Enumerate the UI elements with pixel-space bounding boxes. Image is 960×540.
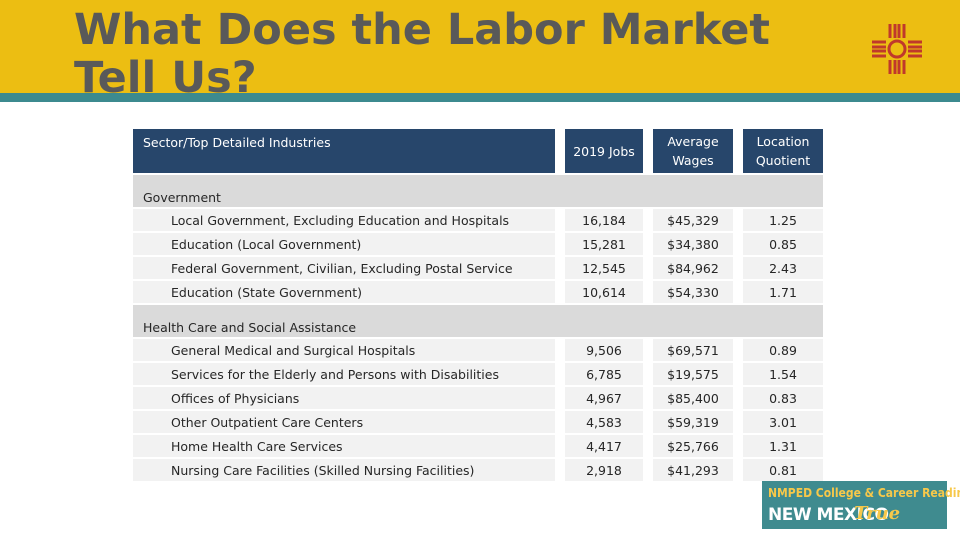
slide-title: What Does the Labor Market Tell Us? xyxy=(74,5,770,103)
lq-value: 1.71 xyxy=(743,281,823,303)
jobs-value: 12,545 xyxy=(565,257,643,279)
wages-value: $85,400 xyxy=(653,387,733,409)
table-header-row: Sector/Top Detailed Industries 2019 Jobs… xyxy=(133,129,823,173)
jobs-value: 9,506 xyxy=(565,339,643,361)
jobs-value: 4,417 xyxy=(565,435,643,457)
wages-value: $25,766 xyxy=(653,435,733,457)
wages-value: $34,380 xyxy=(653,233,733,255)
lq-value: 1.25 xyxy=(743,209,823,231)
industry-name: Education (Local Government) xyxy=(133,233,555,255)
lq-value: 2.43 xyxy=(743,257,823,279)
jobs-value: 10,614 xyxy=(565,281,643,303)
lq-value: 0.89 xyxy=(743,339,823,361)
industry-name: Nursing Care Facilities (Skilled Nursing… xyxy=(133,459,555,481)
lq-value: 0.85 xyxy=(743,233,823,255)
table-row: Services for the Elderly and Persons wit… xyxy=(133,363,823,385)
jobs-value: 15,281 xyxy=(565,233,643,255)
lq-value: 3.01 xyxy=(743,411,823,433)
badge-tagline: NMPED College & Career Readiness is xyxy=(768,486,960,500)
badge-state: NEW MEXICO xyxy=(768,505,889,525)
industry-name: Local Government, Excluding Education an… xyxy=(133,209,555,231)
jobs-value: 4,583 xyxy=(565,411,643,433)
industry-name: Offices of Physicians xyxy=(133,387,555,409)
header-wages: Average Wages xyxy=(653,129,733,173)
wages-value: $69,571 xyxy=(653,339,733,361)
wages-value: $19,575 xyxy=(653,363,733,385)
lq-value: 1.54 xyxy=(743,363,823,385)
labor-market-table: Sector/Top Detailed Industries 2019 Jobs… xyxy=(133,127,823,483)
table-row: Education (State Government) 10,614 $54,… xyxy=(133,281,823,303)
badge-true-word: True xyxy=(854,503,901,524)
industry-name: Other Outpatient Care Centers xyxy=(133,411,555,433)
category-label: Health Care and Social Assistance xyxy=(133,305,823,337)
wages-value: $84,962 xyxy=(653,257,733,279)
table-row: Nursing Care Facilities (Skilled Nursing… xyxy=(133,459,823,481)
zia-sun-icon xyxy=(872,24,922,74)
category-row: Government xyxy=(133,175,823,207)
industry-name: Home Health Care Services xyxy=(133,435,555,457)
table-row: Other Outpatient Care Centers 4,583 $59,… xyxy=(133,411,823,433)
table-row: General Medical and Surgical Hospitals 9… xyxy=(133,339,823,361)
table-row: Offices of Physicians 4,967 $85,400 0.83 xyxy=(133,387,823,409)
lq-value: 0.83 xyxy=(743,387,823,409)
industry-name: Services for the Elderly and Persons wit… xyxy=(133,363,555,385)
table-row: Home Health Care Services 4,417 $25,766 … xyxy=(133,435,823,457)
wages-value: $45,329 xyxy=(653,209,733,231)
header-location-quotient: Location Quotient xyxy=(743,129,823,173)
lq-value: 1.31 xyxy=(743,435,823,457)
industry-name: General Medical and Surgical Hospitals xyxy=(133,339,555,361)
header-sector: Sector/Top Detailed Industries xyxy=(133,129,555,173)
wages-value: $41,293 xyxy=(653,459,733,481)
jobs-value: 6,785 xyxy=(565,363,643,385)
lq-value: 0.81 xyxy=(743,459,823,481)
nm-true-badge: NMPED College & Career Readiness is NEW … xyxy=(762,481,960,529)
wages-value: $54,330 xyxy=(653,281,733,303)
industry-name: Education (State Government) xyxy=(133,281,555,303)
category-label: Government xyxy=(133,175,823,207)
jobs-value: 16,184 xyxy=(565,209,643,231)
table-row: Education (Local Government) 15,281 $34,… xyxy=(133,233,823,255)
jobs-value: 2,918 xyxy=(565,459,643,481)
industry-name: Federal Government, Civilian, Excluding … xyxy=(133,257,555,279)
category-row: Health Care and Social Assistance xyxy=(133,305,823,337)
header-band xyxy=(0,0,960,93)
wages-value: $59,319 xyxy=(653,411,733,433)
table-row: Local Government, Excluding Education an… xyxy=(133,209,823,231)
table-row: Federal Government, Civilian, Excluding … xyxy=(133,257,823,279)
header-divider xyxy=(0,93,960,102)
jobs-value: 4,967 xyxy=(565,387,643,409)
header-jobs: 2019 Jobs xyxy=(565,129,643,173)
